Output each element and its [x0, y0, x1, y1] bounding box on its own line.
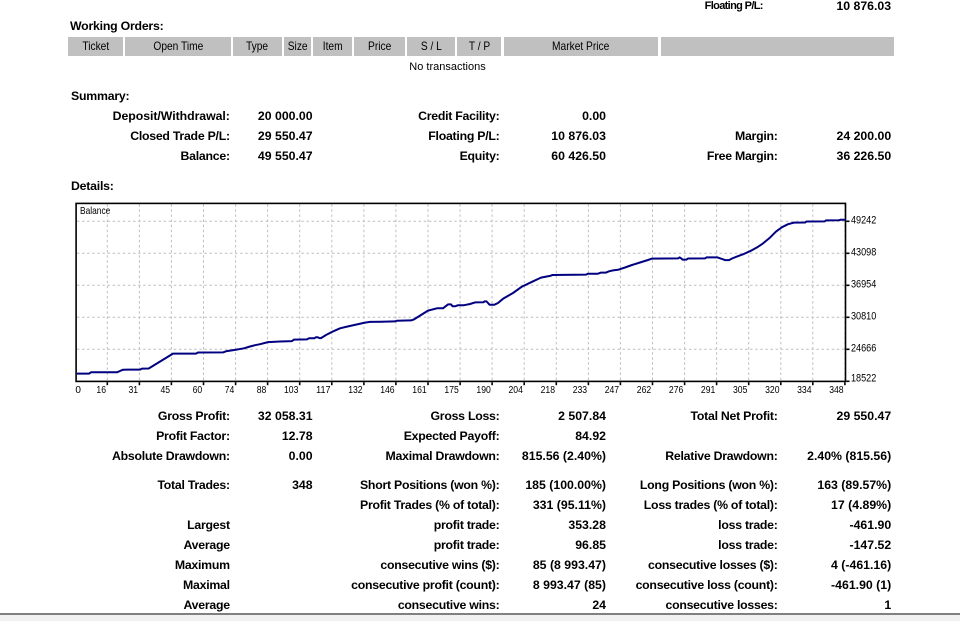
svg-text:117: 117: [316, 385, 331, 396]
svg-text:247: 247: [605, 385, 620, 396]
svg-text:305: 305: [733, 385, 748, 396]
svg-text:88: 88: [257, 385, 267, 396]
svg-text:175: 175: [444, 385, 459, 396]
svg-text:43098: 43098: [851, 246, 876, 258]
svg-text:30810: 30810: [851, 310, 876, 322]
svg-text:348: 348: [829, 385, 844, 396]
svg-text:74: 74: [225, 385, 235, 396]
svg-text:276: 276: [669, 385, 684, 396]
svg-text:146: 146: [380, 385, 395, 396]
svg-text:103: 103: [284, 385, 299, 396]
svg-text:16: 16: [96, 385, 106, 396]
svg-text:31: 31: [129, 385, 139, 396]
svg-text:218: 218: [541, 385, 556, 396]
svg-text:45: 45: [161, 385, 171, 396]
svg-text:161: 161: [412, 385, 427, 396]
svg-text:233: 233: [573, 385, 588, 396]
svg-text:291: 291: [701, 385, 716, 396]
svg-text:190: 190: [476, 385, 491, 396]
svg-text:49242: 49242: [851, 214, 876, 226]
svg-text:262: 262: [637, 385, 652, 396]
svg-text:60: 60: [193, 385, 203, 396]
svg-text:18522: 18522: [851, 372, 876, 384]
svg-text:0: 0: [75, 385, 81, 396]
svg-text:24666: 24666: [851, 342, 876, 354]
svg-text:36954: 36954: [851, 278, 876, 290]
svg-text:132: 132: [348, 385, 363, 396]
svg-text:320: 320: [765, 385, 780, 396]
svg-text:334: 334: [797, 385, 812, 396]
svg-text:204: 204: [509, 385, 524, 396]
